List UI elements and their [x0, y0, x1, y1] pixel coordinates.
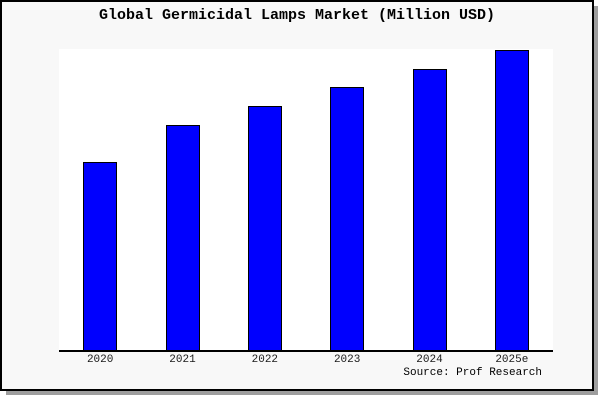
x-tick-label-2022: 2022: [251, 354, 279, 366]
x-tick-label-2024: 2024: [416, 354, 443, 366]
bar-2024: [412, 68, 447, 350]
bar-2022: [247, 105, 282, 350]
x-tick-label-2025e: 2025e: [495, 354, 529, 366]
bar-2020: [83, 161, 118, 350]
x-tick-label-2023: 2023: [333, 354, 361, 366]
bar-2025e: [494, 49, 529, 350]
chart-title: Global Germicidal Lamps Market (Million …: [98, 7, 496, 24]
bar-2021: [165, 124, 200, 350]
source-attribution: Source: Prof Research: [403, 367, 542, 379]
x-tick-label-2020: 2020: [86, 354, 114, 366]
bar-2023: [330, 86, 365, 350]
x-tick-label-2021: 2021: [169, 354, 196, 366]
chart-figure: Global Germicidal Lamps Market (Million …: [0, 0, 594, 391]
plot-area: [59, 49, 553, 352]
